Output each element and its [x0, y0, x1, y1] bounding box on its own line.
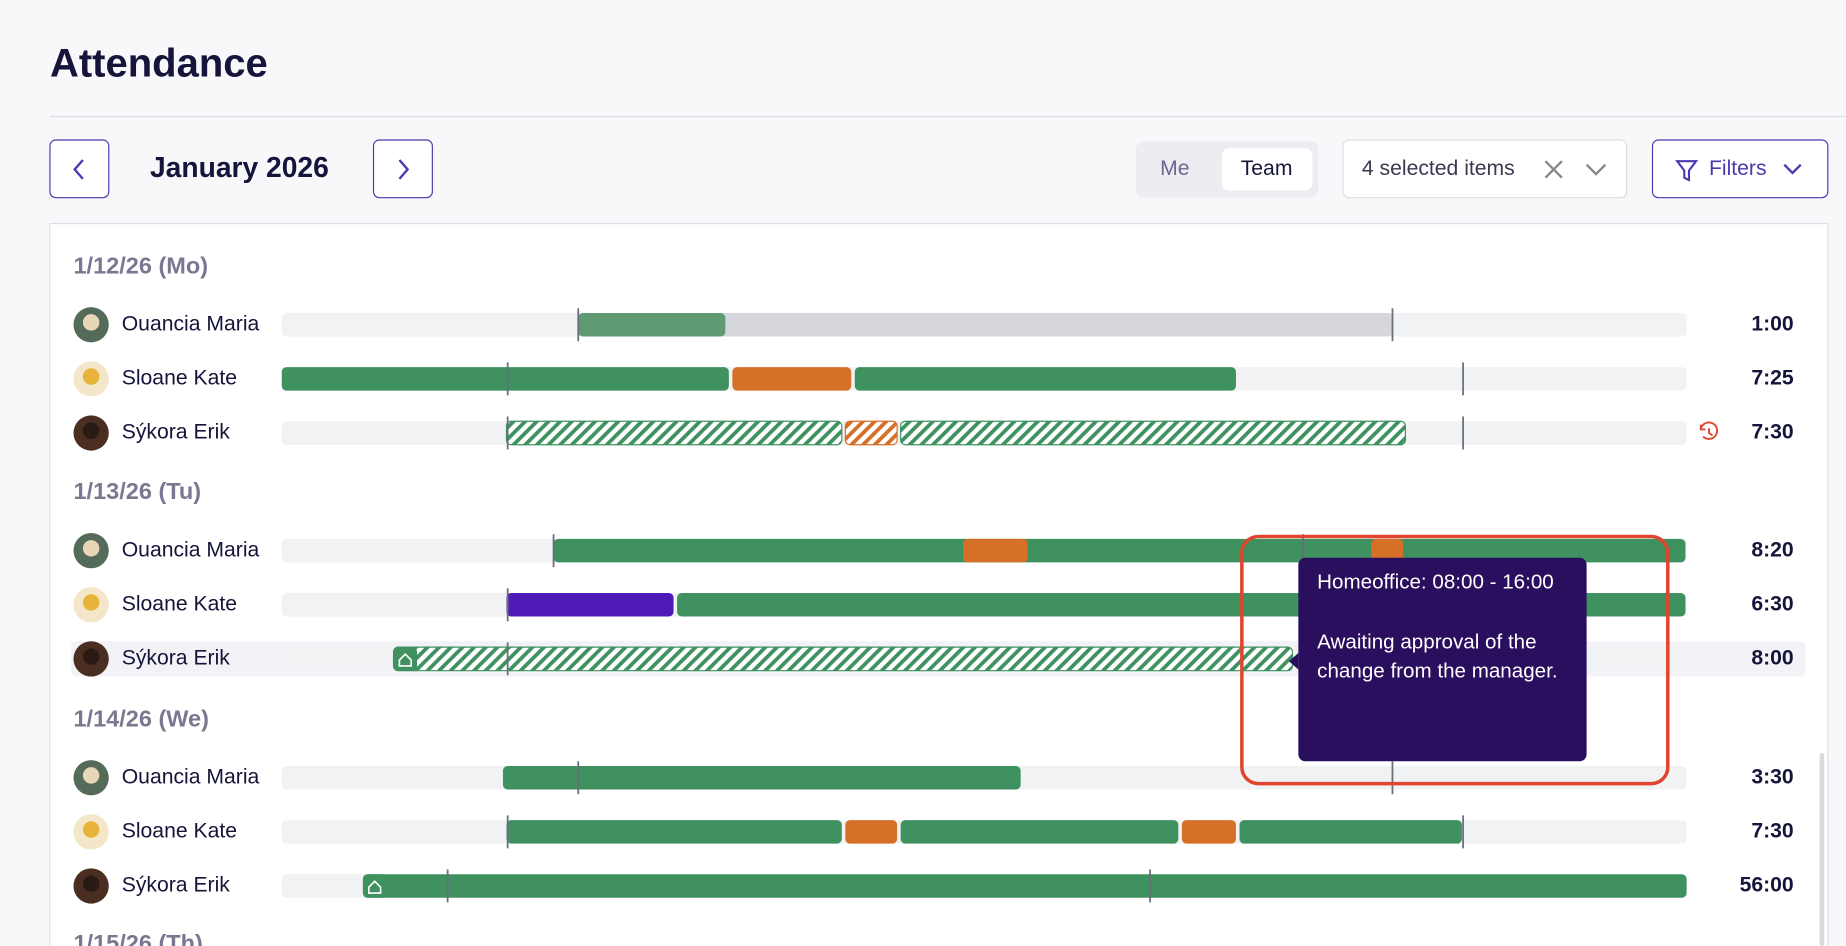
- homeoffice-badge: [362, 874, 387, 898]
- total-hours: 7:30: [1751, 421, 1793, 444]
- day-label: 1/13/26 (Tu): [73, 478, 201, 504]
- next-button[interactable]: [372, 139, 433, 199]
- timeline: 1/12/26 (Mo) Ouancia Maria 1:00 Sloane Kate…: [71, 252, 1806, 946]
- toggle-me[interactable]: Me: [1160, 157, 1189, 180]
- total-hours: 1:00: [1751, 312, 1793, 335]
- selection-dropdown[interactable]: 4 selected items: [1342, 139, 1628, 199]
- tooltip-title: Homeoffice: 08:00 - 16:00: [1317, 569, 1554, 594]
- scrollbar: [1819, 753, 1825, 946]
- time-segment: [900, 420, 1407, 446]
- avatar-face: [82, 875, 100, 892]
- history-icon: [1699, 421, 1719, 440]
- avatar-face: [82, 821, 100, 838]
- time-segment: [578, 312, 1393, 337]
- prev-button[interactable]: [49, 139, 110, 199]
- homeoffice-badge: [393, 647, 418, 671]
- time-segment: [963, 538, 1028, 563]
- employee-name: Ouancia Maria: [122, 312, 260, 335]
- avatar-face: [82, 314, 100, 331]
- tooltip-message: Awaiting approval of the change from the…: [1317, 628, 1558, 683]
- toggle-team-pill[interactable]: [1221, 148, 1313, 191]
- avatar-face: [82, 648, 100, 665]
- time-segment: [506, 820, 842, 844]
- time-segment: [502, 765, 1021, 790]
- day-label: 1/15/26 (Th): [73, 930, 202, 946]
- selection-text: 4 selected items: [1362, 157, 1515, 180]
- total-hours: 7:25: [1751, 366, 1794, 389]
- avatar-face: [82, 368, 100, 385]
- employee-name: Sýkora Erik: [122, 421, 231, 444]
- employee-name: Sýkora Erik: [122, 874, 231, 897]
- total-hours: 56:00: [1740, 874, 1794, 897]
- day-label: 1/14/26 (We): [73, 705, 209, 731]
- time-segment: [1239, 820, 1462, 844]
- filters-button[interactable]: Filters: [1651, 139, 1829, 199]
- time-segment: [1371, 538, 1404, 563]
- time-segment: [845, 820, 898, 844]
- employee-name: Ouancia Maria: [122, 538, 260, 561]
- time-segment: [362, 874, 1687, 898]
- toggle-team[interactable]: Team: [1241, 157, 1293, 180]
- total-hours: 8:20: [1751, 538, 1793, 561]
- employee-name: Sýkora Erik: [122, 646, 231, 669]
- avatar-face: [82, 422, 100, 439]
- page-title: Attendance: [50, 41, 268, 85]
- day-label: 1/12/26 (Mo): [73, 252, 208, 278]
- time-segment: [505, 420, 843, 446]
- home-icon: [398, 653, 412, 667]
- employee-name: Sloane Kate: [122, 366, 237, 389]
- avatar-face: [82, 767, 100, 784]
- time-segment: [854, 367, 1236, 391]
- time-segment: [578, 312, 726, 337]
- total-hours: 7:30: [1751, 819, 1793, 842]
- total-hours: 6:30: [1751, 592, 1793, 615]
- time-segment: [732, 367, 852, 391]
- time-segment: [281, 367, 729, 391]
- home-icon: [367, 880, 382, 894]
- time-segment: [506, 593, 674, 617]
- time-segment: [844, 420, 898, 446]
- total-hours: 3:30: [1751, 765, 1793, 788]
- tooltip-body: Homeoffice: 08:00 - 16:00 Awaiting appro…: [1317, 567, 1566, 686]
- employee-name: Sloane Kate: [122, 819, 237, 842]
- employee-name: Sloane Kate: [122, 592, 237, 615]
- time-segment: [900, 820, 1179, 844]
- month-label: January 2026: [150, 151, 329, 183]
- employee-name: Ouancia Maria: [122, 765, 260, 788]
- filters-label: Filters: [1709, 157, 1767, 180]
- tooltip: Homeoffice: 08:00 - 16:00 Awaiting appro…: [1288, 557, 1587, 762]
- time-segment: [1181, 820, 1236, 844]
- time-segment: [392, 646, 1294, 672]
- highlight-outline: [1240, 534, 1670, 786]
- avatar-face: [82, 540, 100, 557]
- total-hours: 8:00: [1751, 646, 1793, 669]
- avatar-face: [82, 594, 100, 611]
